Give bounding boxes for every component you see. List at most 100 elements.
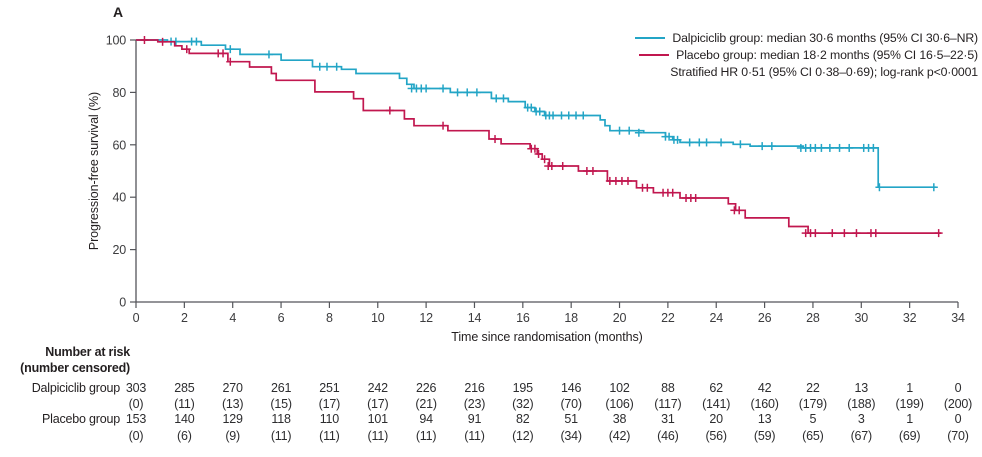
risk-count: 13 — [757, 412, 772, 426]
legend: Dalpiciclib group: median 30·6 months (9… — [635, 29, 978, 80]
x-tick-label: 8 — [326, 311, 333, 325]
censored-count: (42) — [608, 429, 631, 443]
censored-count: (70) — [560, 397, 582, 411]
censored-count: (0) — [128, 397, 144, 411]
x-tick-label: 34 — [951, 311, 965, 325]
censored-count: (65) — [802, 429, 824, 443]
risk-count: 101 — [367, 412, 388, 426]
risk-count: 242 — [367, 381, 388, 395]
censored-count: (59) — [753, 429, 776, 443]
x-tick-label: 2 — [181, 311, 188, 325]
censored-count: (9) — [225, 429, 241, 443]
censored-count: (46) — [657, 429, 679, 443]
risk-count: 129 — [222, 412, 243, 426]
risk-row-label-placebo: Placebo group — [41, 412, 120, 426]
risk-count: 22 — [806, 381, 820, 395]
censored-count: (15) — [270, 397, 292, 411]
risk-row-label-dalpiciclib: Dalpiciclib group — [31, 381, 121, 395]
risk-count: 51 — [564, 412, 578, 426]
risk-count: 270 — [222, 381, 243, 395]
risk-count: 1 — [906, 381, 913, 395]
y-tick-label: 80 — [112, 86, 126, 100]
x-tick-label: 18 — [564, 311, 578, 325]
risk-count: 13 — [854, 381, 869, 395]
risk-count: 285 — [174, 381, 195, 395]
risk-count: 20 — [709, 412, 723, 426]
dalpiciclib-legend-label: Dalpiciclib group: median 30·6 months (9… — [672, 30, 978, 45]
risk-count: 153 — [125, 412, 147, 426]
y-tick-label: 20 — [112, 243, 126, 257]
risk-count: 0 — [954, 412, 962, 426]
x-tick-label: 16 — [516, 311, 530, 325]
censored-count: (23) — [463, 397, 486, 411]
censored-count: (160) — [750, 397, 779, 411]
x-tick-label: 14 — [468, 311, 482, 325]
x-tick-label: 10 — [371, 311, 385, 325]
censored-count: (117) — [654, 397, 682, 411]
risk-count: 216 — [464, 381, 485, 395]
y-tick-label: 60 — [112, 138, 126, 152]
risk-count: 1 — [906, 412, 913, 426]
survival-curve-dalpiciclib — [136, 39, 937, 189]
censored-count: (0) — [128, 429, 144, 443]
x-tick-label: 6 — [278, 311, 285, 325]
x-tick-label: 26 — [758, 311, 772, 325]
y-tick-label: 40 — [112, 191, 126, 205]
censored-count: (70) — [947, 429, 969, 443]
x-tick-label: 24 — [709, 311, 723, 325]
censored-count: (106) — [605, 397, 634, 411]
x-tick-label: 28 — [806, 311, 820, 325]
risk-count: 94 — [419, 412, 433, 426]
censored-count: (200) — [943, 397, 973, 411]
censored-count: (69) — [898, 429, 921, 443]
censored-count: (12) — [512, 429, 534, 443]
risk-count: 62 — [709, 381, 723, 395]
risk-count: 5 — [809, 412, 817, 426]
legend-row-placebo: Placebo group: median 18·2 months (95% C… — [635, 46, 978, 63]
x-axis-title: Time since randomisation (months) — [451, 330, 643, 344]
censored-count: (17) — [367, 397, 389, 411]
censored-count: (11) — [367, 429, 389, 443]
risk-count: 251 — [319, 381, 340, 395]
censored-count: (11) — [464, 429, 485, 443]
risk-count: 118 — [271, 412, 291, 426]
censored-count: (11) — [319, 429, 340, 443]
x-tick-label: 4 — [229, 311, 236, 325]
censored-count: (11) — [174, 397, 195, 411]
placebo-legend-label: Placebo group: median 18·2 months (95% C… — [676, 47, 978, 62]
censored-count: (188) — [847, 397, 876, 411]
censored-count: (34) — [560, 429, 582, 443]
risk-count: 3 — [857, 412, 865, 426]
risk-count: 82 — [516, 412, 530, 426]
risk-count: 38 — [612, 412, 627, 426]
censored-count: (17) — [318, 397, 341, 411]
placebo-line-swatch — [639, 53, 670, 56]
risk-count: 88 — [661, 381, 675, 395]
y-tick-label: 100 — [106, 34, 127, 48]
dalpiciclib-line-swatch — [635, 36, 666, 39]
risk-count: 42 — [757, 381, 772, 395]
censored-count: (67) — [850, 429, 873, 443]
legend-row-dalpiciclib: Dalpiciclib group: median 30·6 months (9… — [635, 29, 978, 46]
risk-count: 261 — [270, 381, 292, 395]
censored-count: (21) — [415, 397, 437, 411]
x-tick-label: 22 — [661, 311, 675, 325]
x-tick-label: 30 — [855, 311, 869, 325]
censored-count: (11) — [270, 429, 292, 443]
risk-count: 195 — [512, 381, 533, 395]
panel-label: A — [113, 4, 124, 20]
censored-count: (6) — [177, 429, 192, 443]
censored-count: (32) — [512, 397, 534, 411]
risk-count: 31 — [661, 412, 675, 426]
risk-count: 146 — [561, 381, 582, 395]
censored-count: (56) — [705, 429, 727, 443]
censored-count: (199) — [895, 397, 924, 411]
risk-count: 110 — [319, 412, 340, 426]
censored-count: (11) — [415, 429, 437, 443]
x-tick-label: 32 — [903, 311, 917, 325]
risk-table-header-line2: (number censored) — [20, 361, 130, 375]
x-tick-label: 12 — [419, 311, 433, 325]
censored-count: (179) — [798, 397, 827, 411]
risk-count: 102 — [609, 381, 630, 395]
